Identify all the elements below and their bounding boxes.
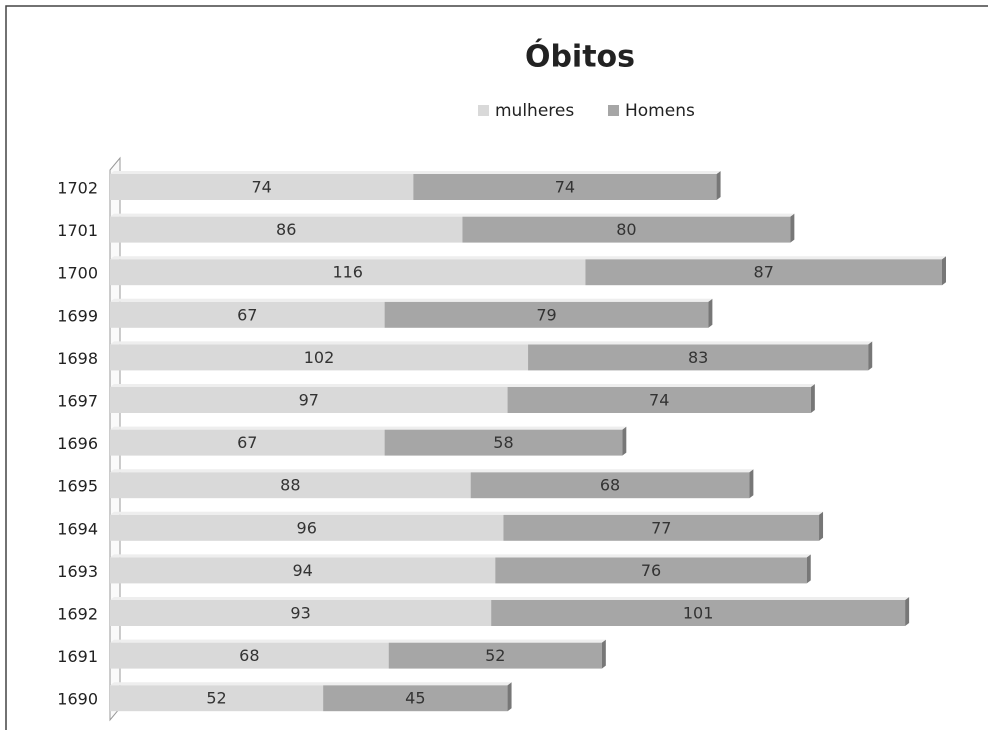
bar-segment xyxy=(110,387,508,413)
data-label: 93 xyxy=(290,604,310,623)
bar-top xyxy=(110,171,721,174)
bar-segment xyxy=(110,685,324,712)
legend-label: mulheres xyxy=(495,101,574,121)
data-label: 116 xyxy=(332,263,363,282)
data-label: 97 xyxy=(299,391,319,410)
data-label: 45 xyxy=(405,689,425,708)
bar-edge xyxy=(507,682,512,712)
data-label: 74 xyxy=(555,178,575,197)
y-tick-label: 1699 xyxy=(57,306,98,325)
legend-swatch xyxy=(608,105,619,116)
y-tick-label: 1694 xyxy=(57,519,98,538)
bar-top xyxy=(110,682,512,686)
y-tick-label: 1698 xyxy=(57,349,98,368)
bar-segment xyxy=(507,387,811,413)
y-tick-label: 1695 xyxy=(57,477,98,496)
bar-top xyxy=(110,298,713,302)
bar-top xyxy=(110,639,606,643)
bar-segment xyxy=(110,301,385,328)
bar-edge xyxy=(819,511,824,541)
data-label: 83 xyxy=(688,348,708,367)
bar-edge xyxy=(622,426,627,456)
bar-edge xyxy=(806,554,811,584)
bar-edge xyxy=(716,171,721,200)
legend-swatch xyxy=(478,105,489,116)
y-tick-label: 1696 xyxy=(57,434,98,453)
y-tick-label: 1702 xyxy=(57,179,98,198)
bar-edge xyxy=(708,298,713,328)
bar-segment xyxy=(388,642,602,669)
data-label: 52 xyxy=(206,689,226,708)
y-tick-label: 1693 xyxy=(57,562,98,581)
data-label: 58 xyxy=(493,433,513,452)
bar-segment xyxy=(110,216,463,243)
bar-segment xyxy=(495,557,807,584)
data-label: 94 xyxy=(292,561,312,580)
bar-segment xyxy=(110,557,496,584)
y-tick-label: 1692 xyxy=(57,605,98,624)
bar-top xyxy=(110,469,754,473)
data-label: 88 xyxy=(280,476,300,495)
bar-top xyxy=(110,213,795,217)
bar-segment xyxy=(384,429,623,456)
bar-edge xyxy=(810,384,815,413)
data-label: 79 xyxy=(536,305,556,324)
bar-top xyxy=(110,597,910,600)
chart-frame xyxy=(5,5,988,730)
data-label: 67 xyxy=(237,433,257,452)
data-label: 87 xyxy=(754,263,774,282)
data-label: 52 xyxy=(485,646,505,665)
data-label: 101 xyxy=(683,604,714,623)
y-tick-label: 1700 xyxy=(57,264,98,283)
y-tick-label: 1691 xyxy=(57,647,98,666)
bar-segment xyxy=(491,600,906,626)
bar-segment xyxy=(384,301,709,328)
bar-edge xyxy=(905,597,910,626)
bar-segment xyxy=(585,259,942,286)
data-label: 74 xyxy=(251,178,271,197)
data-label: 86 xyxy=(276,220,296,239)
bar-segment xyxy=(110,429,385,456)
bar-edge xyxy=(942,256,946,286)
y-tick-label: 1690 xyxy=(57,690,98,709)
bar-top xyxy=(110,426,627,430)
bar-segment xyxy=(110,259,586,286)
bar-segment xyxy=(528,344,869,371)
data-label: 76 xyxy=(641,561,661,580)
y-tick-label: 1697 xyxy=(57,392,98,411)
bar-edge xyxy=(790,213,795,243)
bar-segment xyxy=(110,600,492,626)
data-label: 77 xyxy=(651,518,671,537)
legend-label: Homens xyxy=(625,101,695,121)
bar-top xyxy=(110,384,815,387)
bar-edge xyxy=(749,469,754,499)
bar-segment xyxy=(413,174,717,200)
bar-top xyxy=(110,554,811,558)
bar-segment xyxy=(110,344,529,371)
bar-top xyxy=(110,341,873,345)
bar-segment xyxy=(503,514,820,541)
bar-segment xyxy=(110,472,471,499)
bar-segment xyxy=(110,174,414,200)
bar-top xyxy=(110,256,946,260)
bar-segment xyxy=(110,642,389,669)
data-label: 68 xyxy=(600,476,620,495)
data-label: 74 xyxy=(649,391,669,410)
bar-top xyxy=(110,511,824,515)
bar-segment xyxy=(323,685,508,712)
data-label: 102 xyxy=(304,348,335,367)
data-label: 67 xyxy=(237,305,257,324)
bar-edge xyxy=(868,341,873,371)
data-label: 68 xyxy=(239,646,259,665)
data-label: 96 xyxy=(297,518,317,537)
chart-title: Óbitos xyxy=(525,38,635,75)
data-label: 80 xyxy=(616,220,636,239)
y-tick-label: 1701 xyxy=(57,221,98,240)
bar-segment xyxy=(470,472,750,499)
bar-segment xyxy=(462,216,791,243)
bar-segment xyxy=(110,514,504,541)
bar-edge xyxy=(601,639,606,669)
